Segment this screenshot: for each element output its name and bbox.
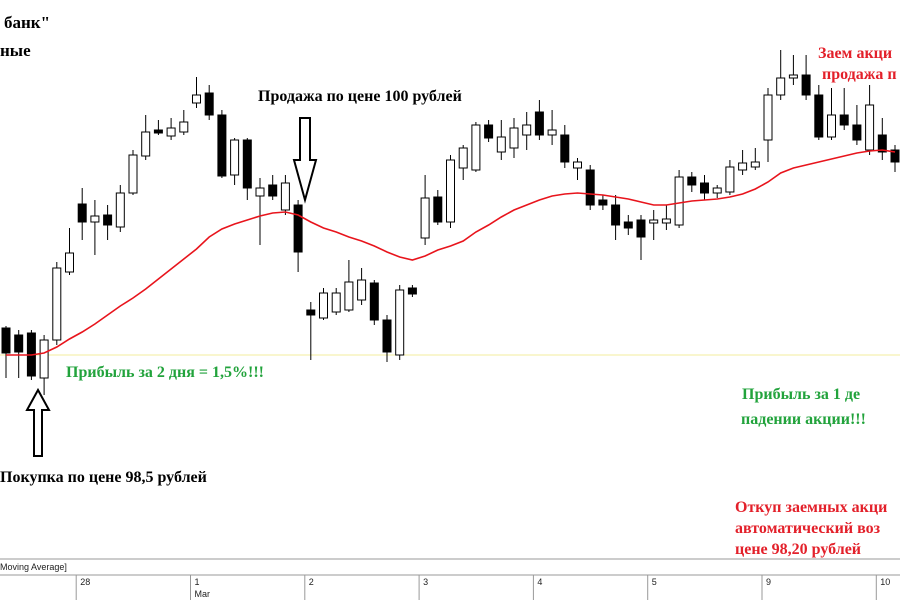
- candle-body: [217, 114, 227, 177]
- annotation: Прибыль за 1 де: [742, 386, 860, 403]
- candle-body: [446, 159, 455, 223]
- candle-body: [192, 94, 201, 104]
- candle-body: [52, 267, 62, 341]
- candle-body: [674, 176, 684, 226]
- candle-body: [573, 161, 582, 169]
- candle-body: [827, 114, 836, 138]
- indicator-label: Moving Average]: [0, 562, 67, 572]
- x-tick-label: 28: [80, 577, 90, 587]
- x-tick-label: 9: [766, 577, 771, 587]
- title-line: банк": [4, 13, 50, 32]
- candle-body: [623, 221, 633, 229]
- candle-body: [382, 319, 392, 353]
- candle-body: [788, 74, 798, 79]
- annotation: цене 98,20 рублей: [735, 541, 861, 558]
- candle-body: [801, 74, 811, 96]
- candle-body: [890, 149, 900, 163]
- annotation: падении акции!!!: [741, 411, 866, 428]
- candle-body: [725, 166, 735, 193]
- candle-body: [611, 204, 621, 226]
- candle-body: [306, 309, 316, 316]
- annotation: Покупка по цене 98,5 рублей: [0, 469, 207, 486]
- candle-body: [357, 279, 367, 301]
- x-tick-label: 3: [423, 577, 428, 587]
- candle-body: [458, 147, 468, 169]
- x-tick-label: 4: [537, 577, 542, 587]
- candle-body: [77, 203, 87, 223]
- candle-body: [280, 182, 290, 211]
- candle-body: [598, 199, 608, 206]
- annotation: Прибыль за 2 дня = 1,5%!!!: [66, 364, 264, 381]
- candle-body: [865, 104, 875, 151]
- annotation: Откуп заемных акци: [735, 499, 887, 516]
- candle-body: [420, 197, 430, 239]
- candle-body: [776, 77, 786, 96]
- candle-body: [407, 287, 417, 295]
- candle-body: [484, 124, 494, 139]
- x-tick-label: 10: [880, 577, 890, 587]
- candle-body: [319, 292, 328, 319]
- candle-body: [331, 292, 341, 313]
- candle-body: [395, 289, 405, 356]
- candle-body: [268, 184, 278, 197]
- candle-body: [166, 127, 176, 137]
- candle-body: [534, 111, 544, 136]
- candle-body: [712, 187, 722, 194]
- x-month-label: Mar: [195, 589, 211, 599]
- candle-body: [65, 252, 74, 273]
- candle-body: [433, 196, 443, 223]
- sell-arrow: [292, 117, 318, 204]
- candle-body: [522, 124, 532, 136]
- x-axis: 28 1 2 3 4 5 9 10 Mar: [75, 575, 890, 600]
- candle-body: [179, 121, 189, 133]
- candle-body: [293, 204, 303, 253]
- x-tick-label: 2: [309, 577, 314, 587]
- candle-body: [1, 327, 11, 354]
- candle-body: [204, 92, 214, 116]
- candle-body: [649, 219, 659, 224]
- candle-body: [90, 215, 100, 223]
- candle-body: [509, 127, 519, 149]
- candle-body: [141, 131, 151, 157]
- candle-body: [738, 162, 748, 171]
- title-line: ные: [0, 41, 31, 60]
- candle-body: [852, 124, 862, 141]
- candle-body: [344, 281, 354, 311]
- annotation: Продажа по цене 100 рублей: [258, 88, 462, 105]
- candle-body: [547, 129, 557, 136]
- candle-body: [39, 339, 49, 379]
- candle-body: [242, 139, 252, 189]
- x-tick-label: 5: [652, 577, 657, 587]
- candle-body: [750, 161, 760, 168]
- candle-body: [661, 218, 671, 224]
- annotation: Заем акци: [818, 45, 892, 62]
- candle-body: [496, 136, 506, 153]
- annotation: продажа п: [822, 66, 897, 83]
- candle-body: [115, 192, 125, 228]
- candle-body: [230, 139, 240, 176]
- candle-body: [14, 334, 24, 353]
- candle-body: [877, 134, 887, 153]
- candle-body: [814, 94, 824, 138]
- candle-body: [471, 124, 481, 171]
- x-tick-label: 1: [195, 577, 200, 587]
- candle-body: [369, 282, 379, 321]
- candle-body: [763, 94, 773, 141]
- candle-body: [255, 187, 265, 197]
- candle-body: [560, 134, 570, 163]
- candle-body: [687, 176, 697, 186]
- buy-arrow: [25, 387, 51, 457]
- candle-body: [153, 129, 163, 134]
- moving-average-line: [6, 149, 896, 356]
- candle-body: [585, 169, 595, 206]
- candle-body: [636, 219, 646, 238]
- candle-body: [839, 114, 849, 126]
- candle-body: [700, 182, 709, 194]
- annotation: автоматический воз: [735, 520, 881, 537]
- candle-body: [128, 154, 138, 194]
- plot-area: [0, 50, 900, 395]
- candle-body: [103, 214, 113, 226]
